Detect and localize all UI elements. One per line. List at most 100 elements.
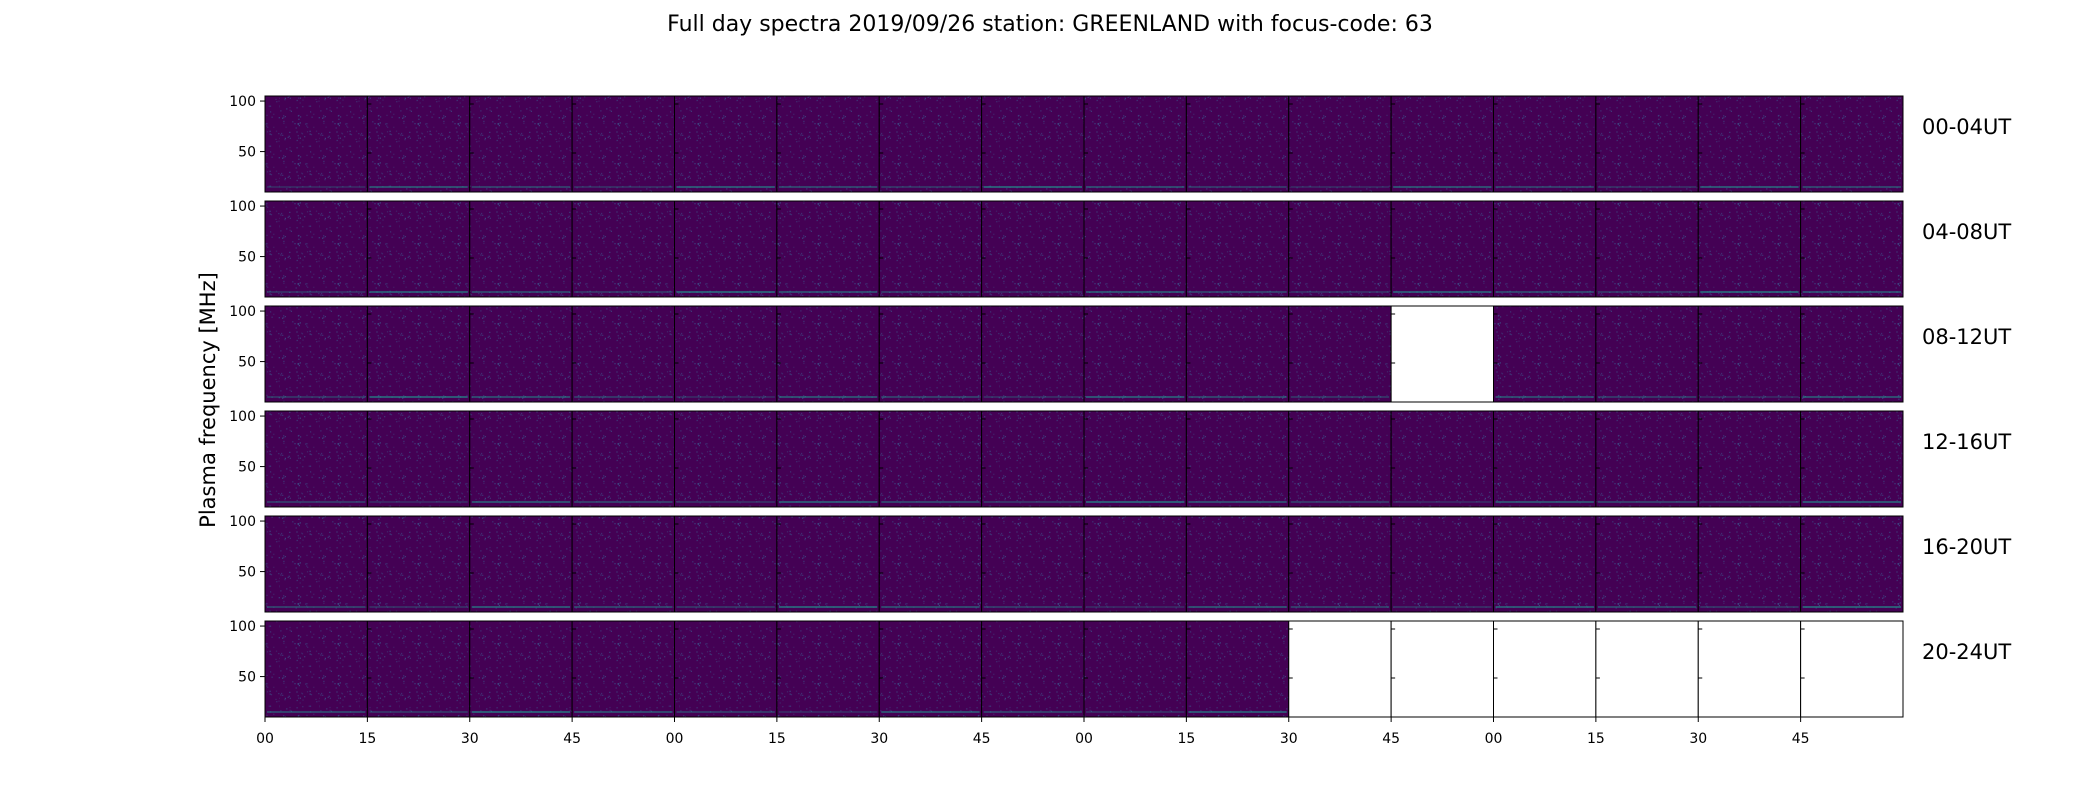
- spectrum-panel: [469, 516, 573, 612]
- empty-panel: [1391, 306, 1494, 402]
- x-tick-label: 00: [1075, 731, 1093, 747]
- low-frequency-band: [369, 711, 468, 713]
- y-tick-label: 100: [229, 94, 256, 110]
- empty-panel: [1698, 621, 1801, 717]
- x-tick-label: 15: [768, 731, 786, 747]
- x-tick-label: 15: [358, 731, 376, 747]
- spectrum-panel: [1391, 411, 1494, 507]
- y-tick-label: 100: [229, 304, 256, 320]
- low-frequency-band: [1495, 501, 1594, 503]
- spectrum-panel: [1084, 201, 1187, 297]
- chart-title: Full day spectra 2019/09/26 station: GRE…: [667, 12, 1433, 37]
- low-frequency-band: [1086, 711, 1185, 713]
- low-frequency-band: [1290, 291, 1390, 293]
- low-frequency-band: [267, 291, 366, 293]
- spectrum-panel: [879, 621, 982, 717]
- spectrum-panel: [1800, 516, 1903, 612]
- low-frequency-band: [369, 501, 468, 503]
- spectrum-panel: [879, 201, 982, 297]
- low-frequency-band: [1290, 501, 1390, 503]
- spectrum-panel: [879, 516, 982, 612]
- y-tick-label: 100: [229, 514, 256, 530]
- spectrum-panel: [1391, 516, 1494, 612]
- spectrum-panel: [1800, 306, 1903, 402]
- low-frequency-band: [574, 291, 673, 293]
- low-frequency-band: [676, 291, 775, 293]
- spectrum-panel: [1084, 621, 1187, 717]
- spectrum-panel: [1186, 201, 1289, 297]
- y-tick-label: 100: [229, 199, 256, 215]
- spectrum-panel: [367, 306, 470, 402]
- low-frequency-band: [471, 291, 571, 293]
- low-frequency-band: [1700, 186, 1799, 188]
- spectrum-panel: [469, 96, 573, 192]
- low-frequency-band: [1290, 606, 1390, 608]
- spectrum-panel: [1595, 306, 1699, 402]
- spectrum-panel: [674, 306, 777, 402]
- low-frequency-band: [369, 606, 468, 608]
- spectrum-panel: [1800, 96, 1903, 192]
- low-frequency-band: [676, 396, 775, 398]
- spectrum-panel: [1800, 411, 1903, 507]
- x-tick-label: 45: [563, 731, 581, 747]
- low-frequency-band: [369, 186, 468, 188]
- spectrum-panel: [1084, 411, 1187, 507]
- spectrum-panel: [265, 201, 368, 297]
- spectrum-panel: [981, 96, 1084, 192]
- empty-panel: [1288, 621, 1392, 717]
- spectra-row: 100 50 12-16UT: [229, 409, 2011, 508]
- y-tick-label: 50: [238, 565, 256, 581]
- low-frequency-band: [369, 396, 468, 398]
- spectrum-panel: [1698, 306, 1801, 402]
- x-tick-label: 00: [666, 731, 684, 747]
- spectra-row: 100 50 16-20UT: [229, 514, 2011, 613]
- spectrum-panel: [265, 306, 368, 402]
- low-frequency-band: [1188, 186, 1287, 188]
- low-frequency-band: [778, 291, 878, 293]
- spectrum-panel: [674, 516, 777, 612]
- spectrum-panel: [572, 516, 675, 612]
- spectrum-panel: [572, 621, 675, 717]
- low-frequency-band: [471, 186, 571, 188]
- low-frequency-band: [1802, 501, 1901, 503]
- spectrum-panel: [367, 411, 470, 507]
- low-frequency-band: [267, 711, 366, 713]
- low-frequency-band: [267, 186, 366, 188]
- low-frequency-band: [778, 711, 878, 713]
- low-frequency-band: [983, 186, 1082, 188]
- x-tick-label: 45: [1792, 731, 1810, 747]
- low-frequency-band: [1700, 606, 1799, 608]
- x-tick-label: 30: [1689, 731, 1707, 747]
- low-frequency-band: [1495, 186, 1594, 188]
- spectrum-panel: [879, 306, 982, 402]
- x-tick-label: 15: [1177, 731, 1195, 747]
- empty-panel: [1391, 621, 1494, 717]
- low-frequency-band: [1495, 606, 1594, 608]
- spectrum-panel: [1288, 201, 1392, 297]
- low-frequency-band: [369, 291, 468, 293]
- low-frequency-band: [1597, 396, 1697, 398]
- spectrum-panel: [1595, 411, 1699, 507]
- row-label: 12-16UT: [1922, 430, 2011, 454]
- spectrum-panel: [981, 411, 1084, 507]
- low-frequency-band: [1188, 501, 1287, 503]
- spectrum-panel: [1186, 411, 1289, 507]
- spectrum-panel: [981, 201, 1084, 297]
- spectrum-panel: [674, 96, 777, 192]
- x-tick-label: 45: [973, 731, 991, 747]
- spectrum-panel: [1698, 96, 1801, 192]
- low-frequency-band: [881, 291, 980, 293]
- low-frequency-band: [471, 606, 571, 608]
- spectrum-panel: [1493, 411, 1596, 507]
- x-tick-label: 45: [1382, 731, 1400, 747]
- low-frequency-band: [983, 606, 1082, 608]
- spectrum-panel: [265, 516, 368, 612]
- spectrum-panel: [1084, 96, 1187, 192]
- low-frequency-band: [1086, 606, 1185, 608]
- x-tick-label: 00: [256, 731, 274, 747]
- low-frequency-band: [1188, 606, 1287, 608]
- y-tick-label: 50: [238, 460, 256, 476]
- spectrum-panel: [367, 516, 470, 612]
- empty-panel: [1493, 621, 1596, 717]
